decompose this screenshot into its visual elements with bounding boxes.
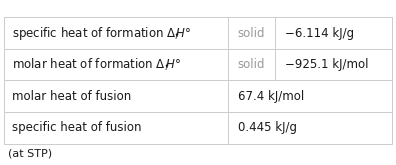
Text: −925.1 kJ/mol: −925.1 kJ/mol	[285, 58, 369, 71]
Text: −6.114 kJ/g: −6.114 kJ/g	[285, 27, 354, 40]
Text: solid: solid	[238, 58, 265, 71]
Text: solid: solid	[238, 27, 265, 40]
Text: specific heat of fusion: specific heat of fusion	[12, 121, 141, 134]
Text: molar heat of fusion: molar heat of fusion	[12, 90, 131, 103]
Text: specific heat of formation $\Delta_f\!H°$: specific heat of formation $\Delta_f\!H°…	[12, 25, 191, 42]
Text: (at STP): (at STP)	[8, 148, 52, 158]
Text: 0.445 kJ/g: 0.445 kJ/g	[238, 121, 297, 134]
Text: 67.4 kJ/mol: 67.4 kJ/mol	[238, 90, 304, 103]
Text: molar heat of formation $\Delta_f\!H°$: molar heat of formation $\Delta_f\!H°$	[12, 57, 181, 73]
Bar	[4, 17, 392, 144]
